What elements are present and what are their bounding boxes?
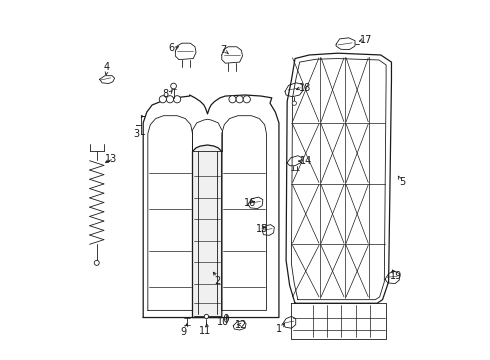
Text: 14: 14 <box>300 156 313 166</box>
Text: 12: 12 <box>235 320 247 330</box>
Circle shape <box>236 96 243 103</box>
Circle shape <box>229 96 236 103</box>
Text: 15: 15 <box>256 224 269 234</box>
Text: 10: 10 <box>218 317 230 327</box>
Text: 7: 7 <box>220 45 227 55</box>
Text: 9: 9 <box>180 327 187 337</box>
Text: 17: 17 <box>360 35 372 45</box>
Text: 16: 16 <box>244 198 256 208</box>
Polygon shape <box>286 53 392 303</box>
Circle shape <box>173 96 181 103</box>
Circle shape <box>204 314 209 319</box>
Text: 18: 18 <box>299 83 311 93</box>
Text: 13: 13 <box>105 154 117 164</box>
Circle shape <box>159 96 167 103</box>
Text: 4: 4 <box>104 63 110 72</box>
Circle shape <box>171 83 176 89</box>
Circle shape <box>292 101 296 105</box>
Text: 11: 11 <box>199 326 211 336</box>
Text: 8: 8 <box>163 89 169 99</box>
Text: 19: 19 <box>391 271 403 281</box>
Text: 3: 3 <box>133 129 139 139</box>
Text: 6: 6 <box>169 43 175 53</box>
Polygon shape <box>193 145 222 318</box>
Circle shape <box>167 96 173 103</box>
Text: 1: 1 <box>276 324 282 334</box>
Text: 2: 2 <box>214 276 220 286</box>
Text: 5: 5 <box>399 177 405 187</box>
Circle shape <box>243 96 250 103</box>
Circle shape <box>94 260 99 265</box>
